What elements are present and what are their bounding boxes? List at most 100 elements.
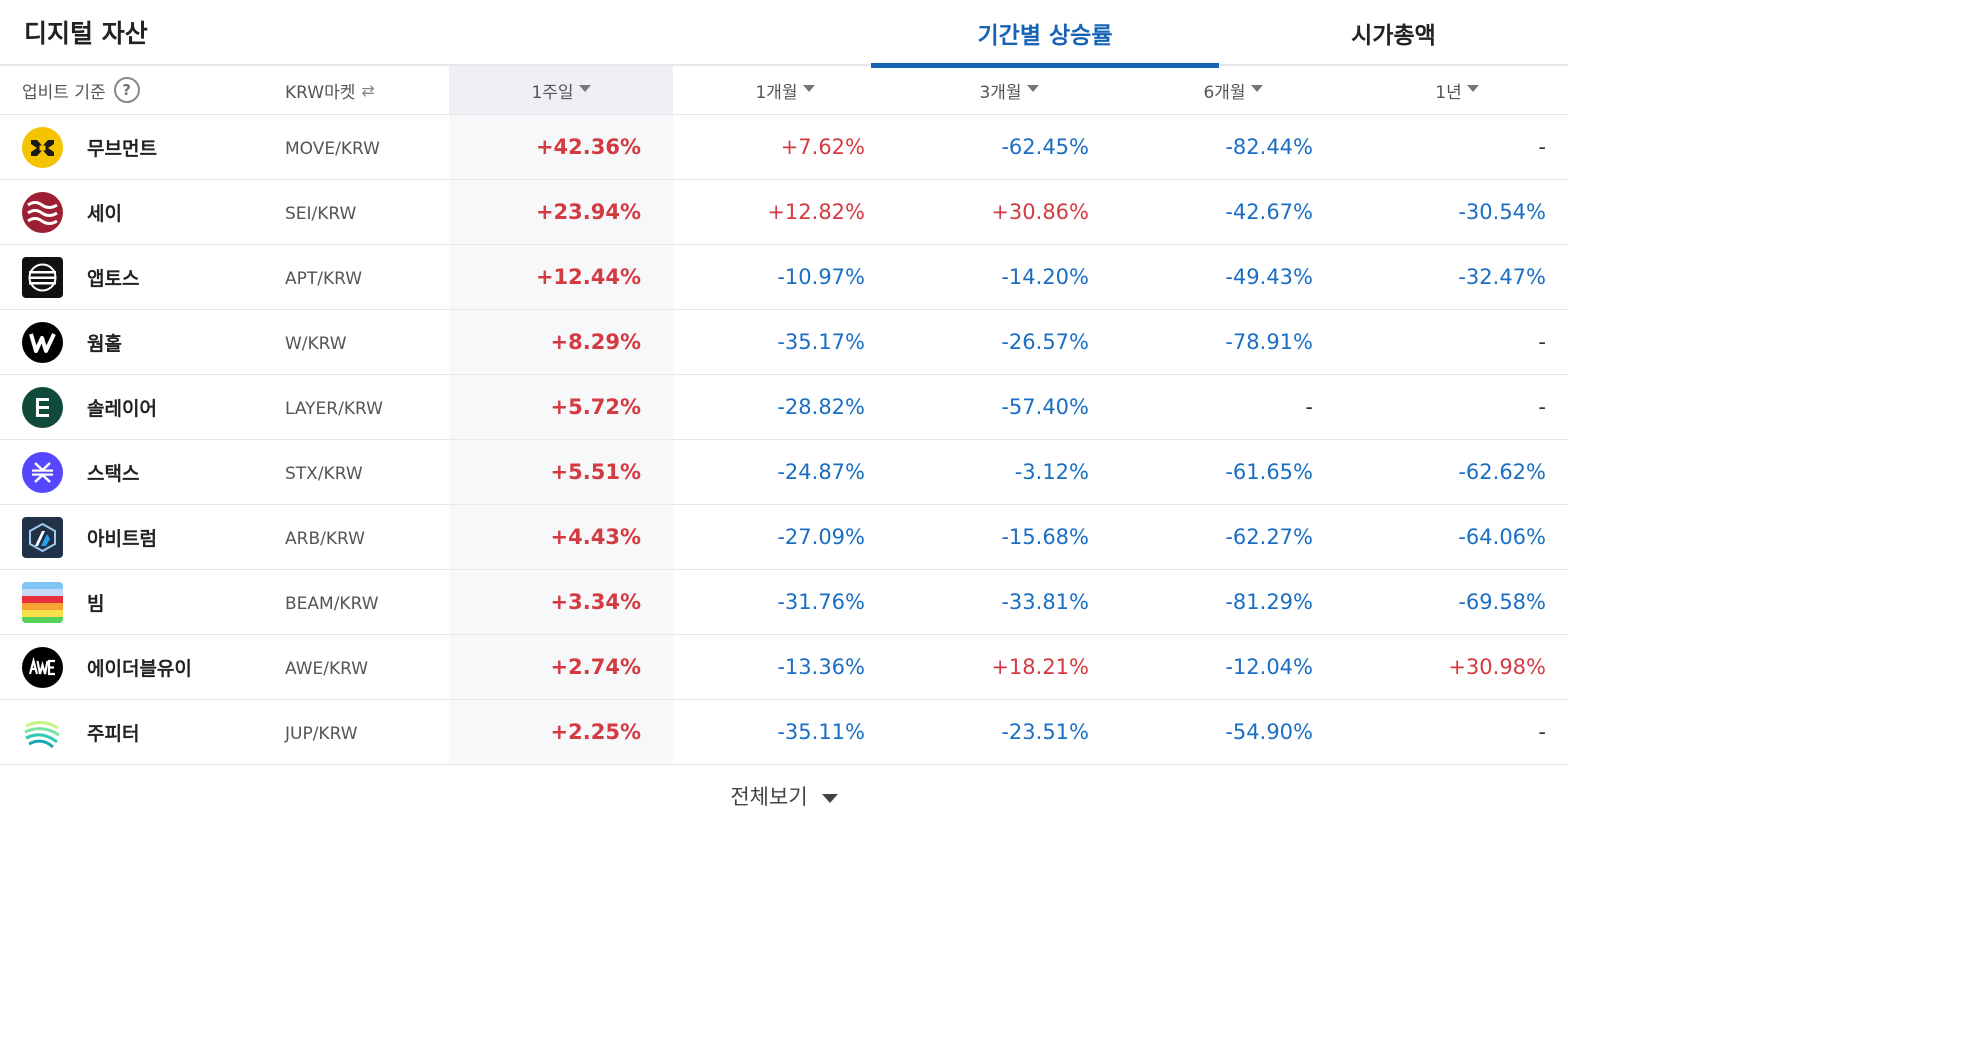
change-1week: +2.25%	[550, 720, 641, 744]
caret-down-icon	[1250, 85, 1263, 92]
change-1year: -	[1538, 330, 1546, 354]
change-6month: -54.90%	[1225, 720, 1313, 744]
sort-1week-label: 1주일	[531, 82, 574, 103]
stacks-logo-icon	[22, 452, 63, 493]
table-row[interactable]: 솔레이어 LAYER/KRW +5.72% -28.82% -57.40% - …	[0, 375, 1568, 440]
sort-6month-header[interactable]: 6개월	[1121, 66, 1345, 114]
change-1year: +30.98%	[1448, 655, 1546, 679]
change-1year: -	[1538, 720, 1546, 744]
swap-arrows-icon: ⇄	[361, 80, 375, 100]
asset-pair: SEI/KRW	[285, 204, 357, 224]
table-row[interactable]: 앱토스 APT/KRW +12.44% -10.97% -14.20% -49.…	[0, 245, 1568, 310]
sort-1month-label: 1개월	[755, 82, 798, 103]
tab-period-returns[interactable]: 기간별 상승률	[871, 0, 1219, 68]
sort-1week-header[interactable]: 1주일	[449, 66, 673, 114]
change-1month: -28.82%	[777, 395, 865, 419]
change-1month: -35.17%	[777, 330, 865, 354]
view-all-label: 전체보기	[730, 785, 808, 809]
change-3month: -15.68%	[1001, 525, 1089, 549]
change-1year: -69.58%	[1458, 590, 1546, 614]
change-1month: -27.09%	[777, 525, 865, 549]
table-row[interactable]: 무브먼트 MOVE/KRW +42.36% +7.62% -62.45% -82…	[0, 115, 1568, 180]
sort-1year-header[interactable]: 1년	[1345, 66, 1569, 114]
change-3month: +30.86%	[991, 200, 1089, 224]
caret-down-icon	[1466, 85, 1479, 92]
sort-3month-label: 3개월	[979, 82, 1022, 103]
table-row[interactable]: 아비트럼 ARB/KRW +4.43% -27.09% -15.68% -62.…	[0, 505, 1568, 570]
wormhole-logo-icon	[22, 322, 63, 363]
caret-down-icon	[802, 85, 815, 92]
change-1year: -	[1538, 395, 1546, 419]
asset-name[interactable]: 세이	[87, 203, 122, 225]
change-1week: +12.44%	[535, 265, 641, 289]
asset-name[interactable]: 무브먼트	[87, 138, 157, 160]
aptos-logo-icon	[22, 257, 63, 298]
change-1year: -30.54%	[1458, 200, 1546, 224]
change-6month: -61.65%	[1225, 460, 1313, 484]
sort-3month-header[interactable]: 3개월	[897, 66, 1121, 114]
change-1month: -10.97%	[777, 265, 865, 289]
asset-name[interactable]: 앱토스	[87, 268, 140, 290]
caret-down-icon	[578, 85, 591, 92]
change-1week: +3.34%	[550, 590, 641, 614]
sort-6month-label: 6개월	[1203, 82, 1246, 103]
view-all-button[interactable]: 전체보기	[0, 765, 1568, 827]
change-1week: +8.29%	[550, 330, 641, 354]
change-3month: -62.45%	[1001, 135, 1089, 159]
change-6month: -12.04%	[1225, 655, 1313, 679]
change-3month: -26.57%	[1001, 330, 1089, 354]
widget-header: 디지털 자산 기간별 상승률 시가총액	[0, 0, 1568, 68]
table-row[interactable]: 웜홀 W/KRW +8.29% -35.17% -26.57% -78.91% …	[0, 310, 1568, 375]
change-1week: +4.43%	[550, 525, 641, 549]
change-1week: +5.72%	[550, 395, 641, 419]
table-row[interactable]: 빔 BEAM/KRW +3.34% -31.76% -33.81% -81.29…	[0, 570, 1568, 635]
table-row[interactable]: 세이 SEI/KRW +23.94% +12.82% +30.86% -42.6…	[0, 180, 1568, 245]
change-1week: +23.94%	[535, 200, 641, 224]
sort-1year-label: 1년	[1435, 82, 1462, 103]
change-3month: -57.40%	[1001, 395, 1089, 419]
sort-1month-header[interactable]: 1개월	[673, 66, 897, 114]
change-1month: -24.87%	[777, 460, 865, 484]
change-3month: -23.51%	[1001, 720, 1089, 744]
solayer-logo-icon	[22, 387, 63, 428]
help-icon[interactable]: ?	[113, 77, 140, 103]
change-1week: +42.36%	[535, 135, 641, 159]
asset-pair: APT/KRW	[285, 269, 363, 289]
table-row[interactable]: 에이더블유이 AWE/KRW +2.74% -13.36% +18.21% -1…	[0, 635, 1568, 700]
asset-pair: LAYER/KRW	[285, 399, 383, 419]
change-6month: -78.91%	[1225, 330, 1313, 354]
change-6month: -49.43%	[1225, 265, 1313, 289]
market-filter[interactable]: KRW마켓 ⇄	[285, 66, 375, 114]
change-3month: -3.12%	[1014, 460, 1089, 484]
asset-pair: JUP/KRW	[285, 724, 358, 744]
change-6month: -82.44%	[1225, 135, 1313, 159]
asset-pair: W/KRW	[285, 334, 347, 354]
asset-name[interactable]: 웜홀	[87, 333, 122, 355]
change-3month: -14.20%	[1001, 265, 1089, 289]
asset-pair: AWE/KRW	[285, 659, 369, 679]
change-3month: +18.21%	[991, 655, 1089, 679]
change-1month: -13.36%	[777, 655, 865, 679]
change-6month: -62.27%	[1225, 525, 1313, 549]
asset-pair: STX/KRW	[285, 464, 363, 484]
asset-pair: BEAM/KRW	[285, 594, 379, 614]
change-1month: -35.11%	[777, 720, 865, 744]
change-1month: +7.62%	[780, 135, 865, 159]
asset-name[interactable]: 빔	[87, 593, 105, 615]
basis-label: 업비트 기준	[22, 82, 106, 103]
asset-name[interactable]: 주피터	[87, 723, 140, 745]
change-1week: +5.51%	[550, 460, 641, 484]
change-6month: -81.29%	[1225, 590, 1313, 614]
widget-title: 디지털 자산	[24, 19, 148, 48]
asset-name[interactable]: 스택스	[87, 463, 140, 485]
jupiter-logo-icon	[22, 712, 63, 753]
table-row[interactable]: 주피터 JUP/KRW +2.25% -35.11% -23.51% -54.9…	[0, 700, 1568, 765]
caret-down-icon	[1026, 85, 1039, 92]
tab-market-cap[interactable]: 시가총액	[1351, 23, 1436, 49]
chevron-down-icon	[821, 793, 838, 803]
change-1month: +12.82%	[767, 200, 865, 224]
asset-name[interactable]: 아비트럼	[87, 528, 157, 550]
asset-name[interactable]: 솔레이어	[87, 398, 157, 420]
table-row[interactable]: 스택스 STX/KRW +5.51% -24.87% -3.12% -61.65…	[0, 440, 1568, 505]
asset-name[interactable]: 에이더블유이	[87, 658, 192, 680]
